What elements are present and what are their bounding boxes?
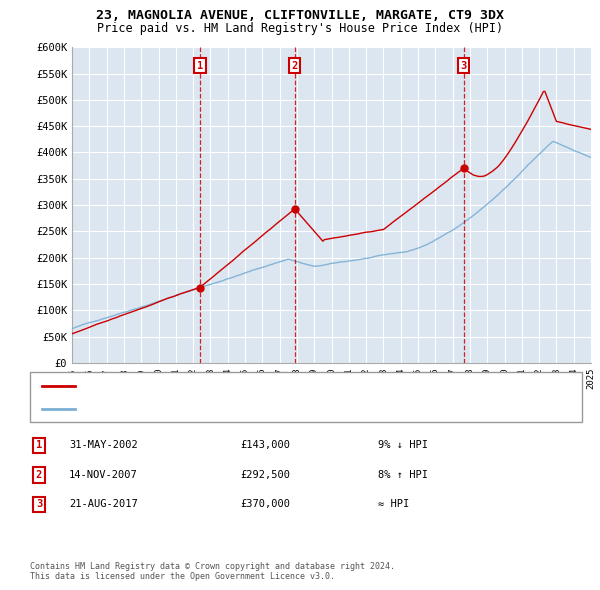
Text: Contains HM Land Registry data © Crown copyright and database right 2024.
This d: Contains HM Land Registry data © Crown c…: [30, 562, 395, 581]
Text: 8% ↑ HPI: 8% ↑ HPI: [378, 470, 428, 480]
Text: £143,000: £143,000: [240, 441, 290, 450]
Text: 14-NOV-2007: 14-NOV-2007: [69, 470, 138, 480]
Text: 23, MAGNOLIA AVENUE, CLIFTONVILLE, MARGATE, CT9 3DX: 23, MAGNOLIA AVENUE, CLIFTONVILLE, MARGA…: [96, 9, 504, 22]
Text: 23, MAGNOLIA AVENUE, CLIFTONVILLE, MARGATE, CT9 3DX (detached house): 23, MAGNOLIA AVENUE, CLIFTONVILLE, MARGA…: [84, 381, 484, 391]
Text: 31-MAY-2002: 31-MAY-2002: [69, 441, 138, 450]
Text: 2: 2: [36, 470, 42, 480]
Text: £370,000: £370,000: [240, 500, 290, 509]
Text: £292,500: £292,500: [240, 470, 290, 480]
Text: ≈ HPI: ≈ HPI: [378, 500, 409, 509]
Text: 9% ↓ HPI: 9% ↓ HPI: [378, 441, 428, 450]
Text: 3: 3: [461, 61, 467, 71]
Text: HPI: Average price, detached house, Thanet: HPI: Average price, detached house, Than…: [84, 404, 331, 414]
Text: 1: 1: [197, 61, 203, 71]
Text: 1: 1: [36, 441, 42, 450]
Text: 2: 2: [292, 61, 298, 71]
Text: 3: 3: [36, 500, 42, 509]
Text: Price paid vs. HM Land Registry's House Price Index (HPI): Price paid vs. HM Land Registry's House …: [97, 22, 503, 35]
Text: 21-AUG-2017: 21-AUG-2017: [69, 500, 138, 509]
